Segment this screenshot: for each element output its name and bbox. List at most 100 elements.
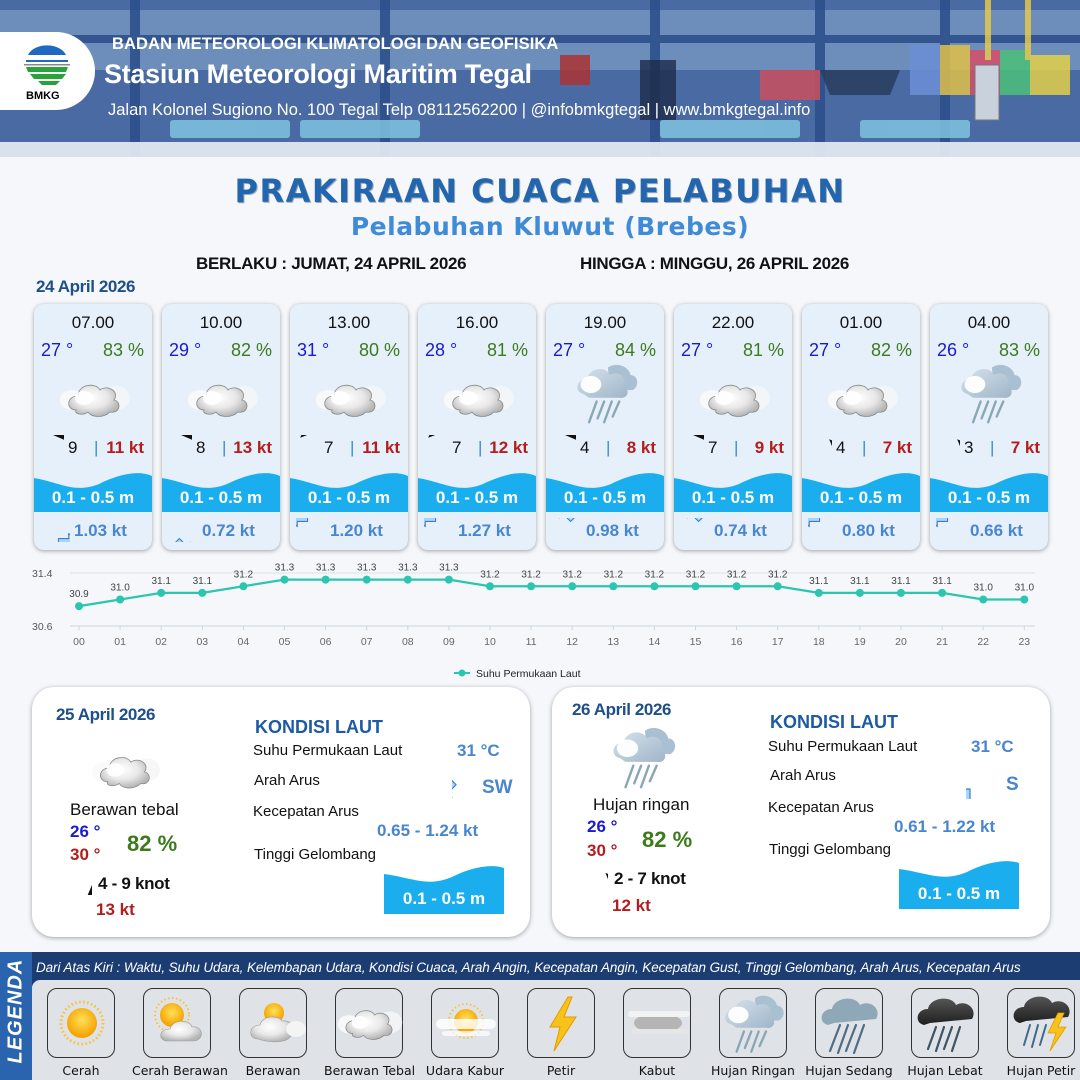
day2-current-speed-label: Kecepatan Arus [253, 803, 359, 820]
haze-icon [436, 1003, 496, 1039]
wave-icon [162, 473, 280, 512]
air-temperature: 31 ° [297, 340, 330, 360]
wave-icon [34, 473, 152, 512]
separator: | [606, 438, 611, 457]
cloudy-icon [250, 1003, 306, 1043]
legend-item-kabut: Kabut [612, 988, 702, 1078]
thunderstorm-icon [1013, 996, 1070, 1052]
current-speed: 1.20 kt [330, 521, 383, 540]
current-speed: 0.98 kt [586, 521, 639, 540]
svg-text:21: 21 [936, 636, 948, 648]
svg-text:31.1: 31.1 [850, 576, 870, 587]
legend-label: Hujan Ringan [711, 1063, 795, 1078]
gust-speed: 12 kt [489, 438, 528, 457]
svg-text:31.1: 31.1 [193, 576, 213, 587]
svg-text:30.9: 30.9 [69, 589, 89, 600]
svg-text:18: 18 [813, 636, 825, 648]
wave-icon [546, 473, 664, 512]
svg-text:20: 20 [895, 636, 907, 648]
day3-current-dir-label: Arah Arus [770, 767, 836, 784]
wind-direction-arrow-icon [936, 435, 960, 459]
svg-text:16: 16 [731, 636, 743, 648]
svg-text:31.0: 31.0 [973, 583, 993, 594]
gust-speed: 7 kt [882, 438, 912, 457]
current-direction-arrow-icon [680, 518, 710, 542]
legend-icon-box [1007, 988, 1075, 1058]
legend-description: Dari Atas Kiri : Waktu, Suhu Udara, Kele… [36, 960, 1021, 975]
wind-direction-arrow-icon [70, 873, 92, 895]
legend-icon-box [527, 988, 595, 1058]
wave-height: 0.1 - 0.5 m [435, 488, 519, 507]
day2-sst-label: Suhu Permukaan Laut [253, 742, 403, 759]
legend-label: Petir [546, 1063, 576, 1078]
bmkg-emblem-icon [24, 45, 70, 85]
svg-text:23: 23 [1018, 636, 1030, 648]
forecast-time: 19.00 [583, 313, 627, 332]
forecast-card-0700: 07.00 27 ° 83 % 9 | 11 kt 0.1 - 0.5 m 1.… [34, 304, 152, 550]
humidity: 82 % [230, 340, 272, 360]
svg-text:31.4: 31.4 [32, 568, 53, 580]
svg-text:31.1: 31.1 [809, 576, 829, 587]
current-direction-arrow-icon [966, 771, 994, 799]
light-rain-icon [570, 360, 644, 426]
bmkg-logo: BMKG [0, 32, 95, 110]
wind-direction-arrow-icon [168, 435, 192, 459]
legend: LEGENDA Dari Atas Kiri : Waktu, Suhu Uda… [0, 952, 1080, 1080]
day2-date: 25 April 2026 [56, 705, 156, 724]
wave-height: 0.1 - 0.5 m [691, 488, 775, 507]
svg-text:04: 04 [238, 636, 250, 648]
overcast-cloud-icon [826, 366, 900, 428]
forecast-time: 10.00 [199, 313, 243, 332]
day2-current-speed-value: 0.65 - 1.24 kt [377, 821, 479, 840]
svg-text:31.2: 31.2 [768, 569, 788, 580]
lightning-icon [549, 996, 577, 1052]
humidity: 82 % [870, 340, 912, 360]
day2-wind-speed: 4 - 9 knot [98, 874, 170, 893]
day2-sea-heading: KONDISI LAUT [255, 717, 383, 737]
sun-icon [59, 1000, 105, 1046]
wave-height: 0.1 - 0.5 m [563, 488, 647, 507]
legend-label: Hujan Lebat [907, 1063, 983, 1078]
day3-temp-min: 26 ° [587, 817, 618, 836]
separator: | [734, 438, 739, 457]
day2-humidity: 82 % [127, 831, 178, 856]
wind-direction-arrow-icon [40, 435, 64, 459]
legend-icon-box [911, 988, 979, 1058]
legend-label: Hujan Sedang [805, 1063, 893, 1078]
header-banner: BMKG BADAN METEOROLOGI KLIMATOLOGI DAN G… [0, 0, 1080, 157]
svg-text:22: 22 [977, 636, 989, 648]
current-direction-arrow-icon [552, 518, 582, 542]
wind-direction-arrow-icon [552, 435, 576, 459]
overcast-icon [337, 1010, 403, 1040]
legend-item-hujan-lebat: Hujan Lebat [900, 988, 990, 1078]
wave-icon [418, 473, 536, 512]
day3-wind-speed: 2 - 7 knot [614, 869, 686, 888]
day3-humidity: 82 % [642, 827, 693, 852]
wave-height: 0.1 - 0.5 m [51, 488, 135, 507]
page-title: PRAKIRAAN CUACA PELABUHAN [234, 172, 846, 210]
svg-text:31.2: 31.2 [604, 569, 624, 580]
wave-icon [384, 866, 504, 914]
wind-direction-arrow-icon [808, 435, 832, 459]
wave-icon [674, 473, 792, 512]
wind-direction-arrow-icon [586, 869, 608, 891]
day3-sst-label: Suhu Permukaan Laut [768, 738, 918, 755]
day3-current-speed-value: 0.61 - 1.22 kt [894, 817, 996, 836]
wave-height: 0.1 - 0.5 m [307, 488, 391, 507]
svg-text:07: 07 [361, 636, 373, 648]
humidity: 83 % [998, 340, 1040, 360]
legend-icon-box [815, 988, 883, 1058]
svg-text:Suhu Permukaan Laut: Suhu Permukaan Laut [476, 668, 581, 680]
svg-text:31.1: 31.1 [932, 576, 952, 587]
svg-text:12: 12 [566, 636, 578, 648]
day2-gust: 13 kt [96, 900, 135, 919]
svg-text:00: 00 [73, 636, 85, 648]
overcast-cloud-icon [90, 735, 162, 803]
light-rain-icon [954, 360, 1028, 426]
wind-speed: 4 [836, 438, 846, 457]
legend-item-hujan-petir: Hujan Petir [996, 988, 1080, 1078]
legend-item-petir: Petir [516, 988, 606, 1078]
svg-text:31.2: 31.2 [727, 569, 747, 580]
wind-speed: 3 [964, 438, 974, 457]
svg-text:31.2: 31.2 [562, 569, 582, 580]
